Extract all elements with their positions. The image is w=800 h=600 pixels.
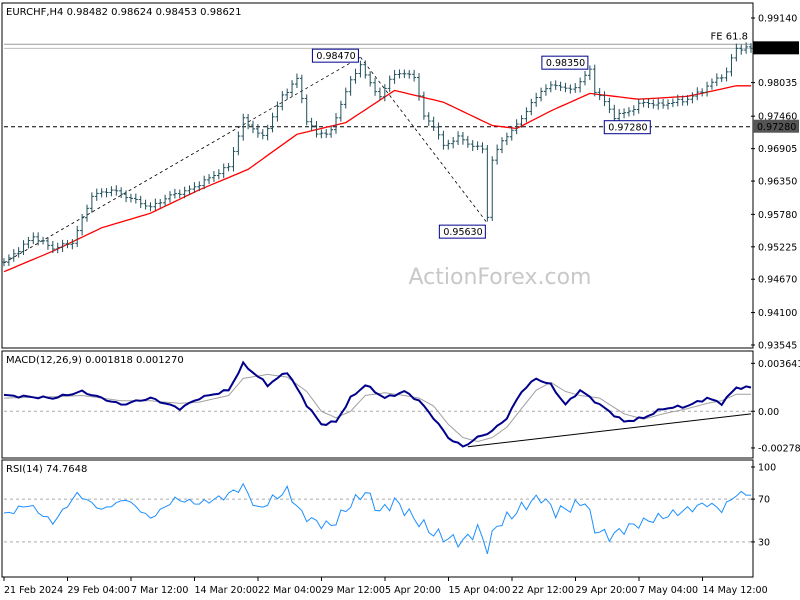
fe-line-label: FE 61.8 <box>710 31 748 42</box>
rsi-y-tick-label: 30 <box>758 537 770 548</box>
price-y-tick-label: 0.96350 <box>758 177 797 188</box>
rsi-panel: RSI(14) 74.7648 100 70 30 <box>1 459 776 578</box>
price-lines: FE 61.8 0.97280 0.98621 <box>3 31 799 264</box>
x-tick-label: 21 Feb 2024 <box>4 585 63 596</box>
price-annotation-box <box>603 120 651 135</box>
price-annotation-label: 0.98350 <box>546 58 585 69</box>
x-tick-label: 7 May 04:00 <box>639 585 698 596</box>
x-tick-label: 14 May 12:00 <box>703 585 768 596</box>
price-annotation-label: 0.98470 <box>316 51 355 62</box>
price-y-tick-label: 0.98035 <box>758 78 797 89</box>
watermark: ActionForex.com <box>409 265 592 290</box>
price-trendline <box>3 56 361 264</box>
price-y-tick-label: 0.94100 <box>758 308 797 319</box>
x-tick-label: 5 Apr 20:00 <box>385 585 441 596</box>
rsi-y-tick-label: 100 <box>758 463 776 474</box>
x-tick-label: 14 Mar 20:00 <box>195 585 258 596</box>
price-panel-frame <box>1 2 754 349</box>
macd-line <box>3 360 752 448</box>
x-tick-label: 22 Apr 12:00 <box>512 585 574 596</box>
macd-panel: MACD(12,26,9) 0.001818 0.001270 0.003641… <box>1 350 800 459</box>
x-tick-label: 29 Apr 20:00 <box>576 585 638 596</box>
macd-title: MACD(12,26,9) 0.001818 0.001270 <box>6 355 184 366</box>
price-y-tick-label: 0.97460 <box>758 112 797 123</box>
price-annotation-label: 0.97280 <box>608 123 647 134</box>
price-panel: EURCHF,H4 0.98482 0.98624 0.98453 0.9862… <box>1 2 799 352</box>
price-y-tick-label: 0.99140 <box>758 14 797 25</box>
support-price-tag <box>753 119 799 133</box>
rsi-line <box>3 482 752 555</box>
macd-panel-frame <box>1 350 754 459</box>
x-tick-label: 22 Mar 04:00 <box>258 585 321 596</box>
rsi-y-tick-label: 70 <box>758 495 770 506</box>
price-series <box>2 42 753 273</box>
price-y-tick-label: 0.94670 <box>758 275 797 286</box>
price-title: EURCHF,H4 0.98482 0.98624 0.98453 0.9862… <box>6 7 242 18</box>
macd-y-tick-label: -0.002788 <box>758 443 800 454</box>
price-y-axis: 0.99140 0.98035 0.97460 0.96905 0.96350 0.957… <box>751 14 797 352</box>
rsi-series <box>3 482 752 555</box>
price-annotation-box <box>311 48 359 63</box>
rsi-y-axis: 100 70 30 <box>751 463 776 548</box>
x-tick-label: 29 Feb 04:00 <box>68 585 130 596</box>
macd-trendline <box>467 413 752 448</box>
x-tick-label: 7 Mar 12:00 <box>131 585 188 596</box>
rsi-title: RSI(14) 74.7648 <box>6 464 87 475</box>
price-y-tick-label: 0.95780 <box>758 210 797 221</box>
rsi-panel-frame <box>1 459 754 578</box>
current-price-tag-label: 0.98621 <box>757 44 796 55</box>
price-y-tick-label: 0.95225 <box>758 242 797 253</box>
price-y-tick-label: 0.93545 <box>758 341 797 352</box>
x-tick-label: 29 Mar 12:00 <box>322 585 385 596</box>
macd-y-axis: 0.003641 0.00 -0.002788 <box>751 359 800 454</box>
price-annotations: 0.98470 0.95630 0.98350 0.97280 <box>311 48 651 239</box>
price-trendline <box>360 56 488 224</box>
price-annotation-box <box>438 224 486 239</box>
x-axis: 21 Feb 2024 29 Feb 04:00 7 Mar 12:00 14 Mar… <box>3 577 768 596</box>
macd-y-tick-label: 0.00 <box>758 407 779 418</box>
x-tick-label: 15 Apr 04:00 <box>449 585 511 596</box>
moving-average-line <box>3 85 751 273</box>
support-price-tag-label: 0.97280 <box>757 122 796 133</box>
macd-series <box>3 360 752 448</box>
price-annotation-box <box>541 55 589 70</box>
price-y-tick-label: 0.96905 <box>758 144 797 155</box>
macd-y-tick-label: 0.003641 <box>758 359 800 370</box>
price-annotation-label: 0.95630 <box>443 227 482 238</box>
current-price-tag <box>753 41 799 55</box>
